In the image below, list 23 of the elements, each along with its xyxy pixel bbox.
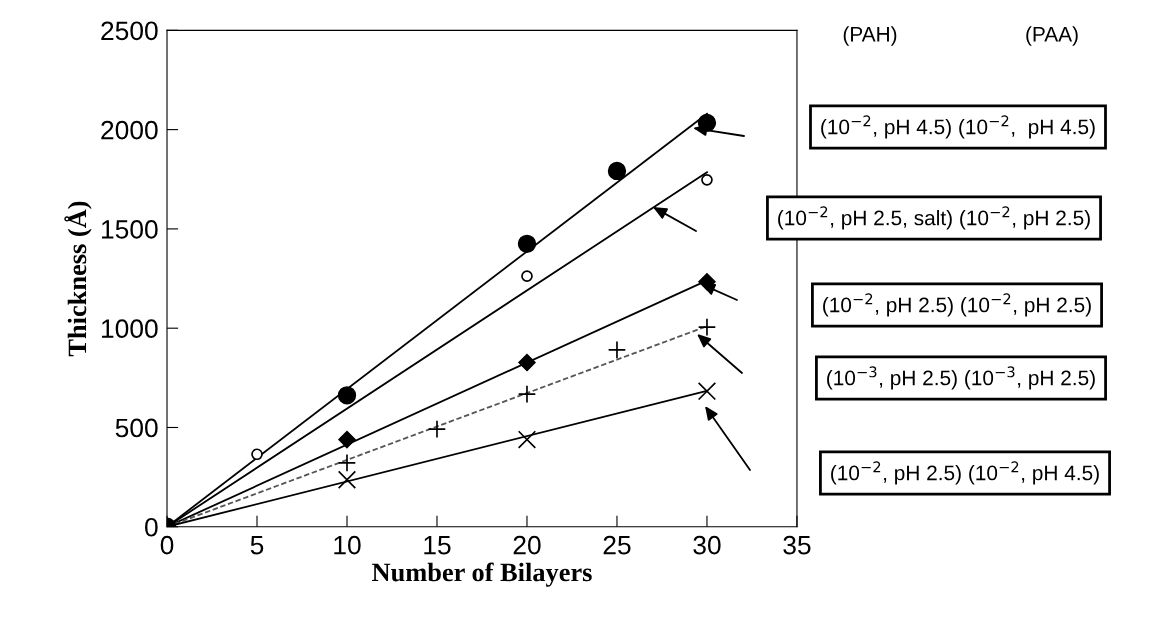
y-tick-label: 1500 bbox=[101, 220, 158, 239]
text: (10$^{−2}$, pH 4.5) (10$^{−2}$, pH 4.5) bbox=[821, 115, 1095, 139]
x-tick-label: 25 bbox=[603, 535, 631, 555]
y-axis-title: Thickness (Å) bbox=[64, 201, 92, 357]
y-tick-label: 500 bbox=[115, 418, 158, 438]
text: (10$^{−2}$, pH 2.5) (10$^{−2}$, pH 2.5) bbox=[823, 293, 1091, 317]
x-tick-label: 20 bbox=[513, 535, 541, 555]
x-tick-label: 5 bbox=[250, 536, 264, 555]
text: (10$^{−2}$, pH 2.5) (10$^{−2}$, pH 4.5) bbox=[831, 461, 1099, 485]
x-axis-title: Number of Bilayers bbox=[372, 562, 592, 587]
x-tick-label: 15 bbox=[424, 536, 451, 555]
x-tick-label: 35 bbox=[783, 535, 811, 555]
text: (PAA) bbox=[1026, 26, 1078, 46]
x-tick-label: 0 bbox=[160, 535, 174, 555]
y-tick-label: 2500 bbox=[101, 21, 158, 41]
text: (10$^{−3}$, pH 2.5) (10$^{−3}$, pH 2.5) bbox=[827, 366, 1095, 390]
text: (PAH) bbox=[843, 26, 897, 46]
annotation: (10$^{−2}$, pH 2.5, salt) (10$^{−2}$, pH 2.5) bbox=[778, 206, 1090, 230]
x-tick-label: 10 bbox=[334, 535, 361, 555]
x-tick-label: 30 bbox=[693, 535, 721, 555]
y-tick-label: 0 bbox=[145, 517, 158, 537]
y-tick-label: 2000 bbox=[101, 120, 158, 140]
y-tick-label: 1000 bbox=[101, 319, 158, 339]
